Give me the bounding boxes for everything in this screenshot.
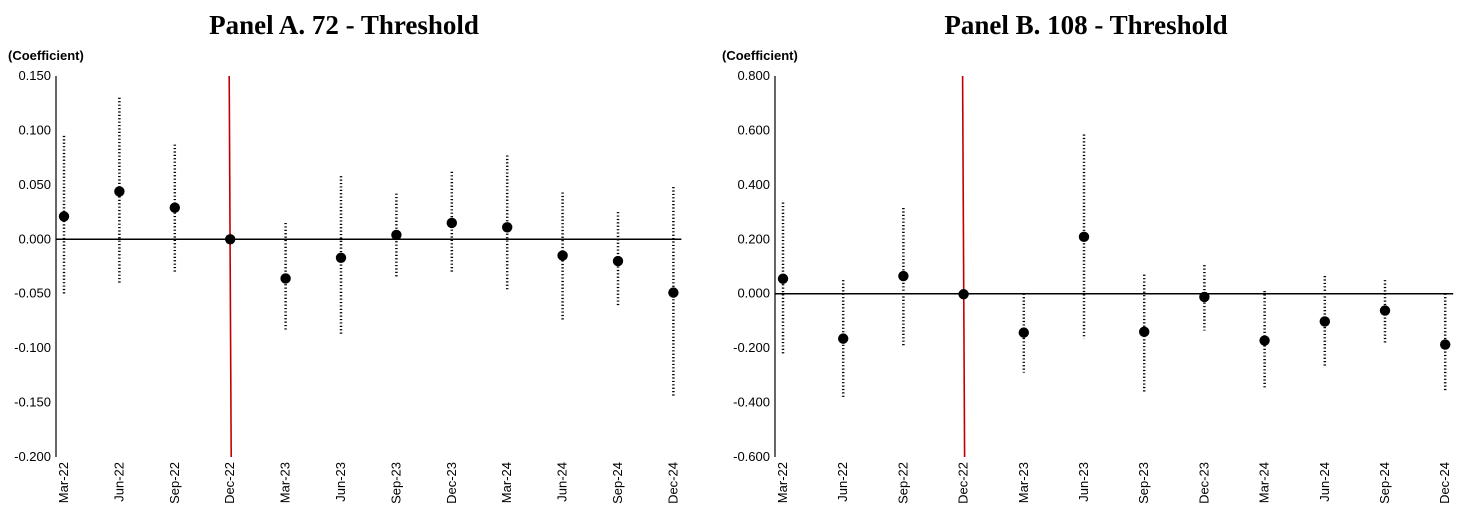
panel-b-point xyxy=(1379,305,1391,316)
panel-b: Panel B. 108 - Threshold (Coefficient) 0… xyxy=(722,10,1454,504)
panel-a-point xyxy=(668,287,679,298)
panel-a-point xyxy=(114,186,125,197)
panel-b-x-tick-label: Jun-22 xyxy=(835,462,850,502)
panel-a-x-tick-label: Sep-24 xyxy=(610,462,625,504)
panel-b-x-tick-label: Mar-24 xyxy=(1257,462,1272,503)
panel-b-y-tick-label: -0.400 xyxy=(733,395,770,410)
panel-a-x-tick-label: Sep-22 xyxy=(167,462,182,504)
panel-b-y-unit-label: (Coefficient) xyxy=(722,48,798,63)
panel-a-y-tick-label: -0.200 xyxy=(14,449,51,464)
panel-b-x-tick-label: Dec-23 xyxy=(1196,462,1211,504)
panel-b-point xyxy=(1440,339,1451,350)
panel-b-title: Panel B. 108 - Threshold xyxy=(944,10,1227,40)
panel-b-point xyxy=(1199,291,1210,303)
panel-a-x-tick-label: Sep-23 xyxy=(388,462,403,504)
panel-a-x-tick-label: Mar-22 xyxy=(56,462,71,503)
panel-a-y-tick-label: -0.100 xyxy=(14,340,51,355)
panel-a-point xyxy=(280,273,291,284)
panel-b-y-tick-label: 0.400 xyxy=(737,177,770,192)
panel-b-y-tick-label: 0.600 xyxy=(737,122,770,137)
panel-a-title: Panel A. 72 - Threshold xyxy=(209,10,479,40)
panel-a-y-tick-label: 0.150 xyxy=(18,68,51,83)
panel-b-x-tick-label: Jun-23 xyxy=(1076,462,1091,502)
panel-b-x-tick-label: Mar-22 xyxy=(775,462,790,503)
panel-a-point xyxy=(225,234,236,245)
panel-a-y-unit-label: (Coefficient) xyxy=(8,48,84,63)
panel-b-point xyxy=(1139,326,1150,338)
panel-a-x-tick-label: Dec-23 xyxy=(444,462,459,504)
panel-b-reference-line xyxy=(961,75,966,458)
panel-a-reference-line xyxy=(228,75,232,458)
panel-a-y-tick-label: 0.100 xyxy=(18,122,51,137)
panel-a-x-tick-label: Jun-22 xyxy=(111,462,126,502)
panel-b-y-tick-label: 0.000 xyxy=(737,286,770,301)
panel-b-x-tick-label: Dec-22 xyxy=(956,462,971,504)
panel-b-point xyxy=(1078,231,1090,243)
panel-a-x-tick-label: Mar-23 xyxy=(278,462,293,503)
panel-a-point xyxy=(502,222,513,233)
panel-b-y-tick-label: 0.800 xyxy=(737,68,770,83)
panel-b-x-tick-label: Jun-24 xyxy=(1317,462,1332,502)
panel-b-x-tick-label: Sep-24 xyxy=(1377,462,1392,504)
panel-b-point xyxy=(1259,335,1270,346)
panel-a-x-tick-label: Jun-23 xyxy=(333,462,348,502)
panel-b-x-tick-label: Mar-23 xyxy=(1016,462,1031,503)
panel-b-x-tick-label: Dec-24 xyxy=(1437,462,1452,504)
panel-b-point xyxy=(898,270,909,282)
panel-b-x-tick-label: Sep-22 xyxy=(895,462,910,504)
panel-a-point xyxy=(58,211,70,222)
panel-a-point xyxy=(557,250,568,261)
panel-a-point xyxy=(446,217,457,229)
panel-a-point xyxy=(169,202,180,213)
panel-a-y-tick-label: -0.050 xyxy=(14,286,51,301)
panel-b-point xyxy=(838,333,849,344)
panel-b-y-tick-label: 0.200 xyxy=(737,231,770,246)
panel-a-y-tick-label: -0.150 xyxy=(14,395,51,410)
panel-a-y-tick-label: 0.050 xyxy=(18,177,51,192)
panel-a-x-tick-label: Dec-22 xyxy=(222,462,237,504)
panel-a-point xyxy=(612,255,624,267)
panel-b-point xyxy=(958,289,969,300)
panel-b-x-tick-label: Sep-23 xyxy=(1136,462,1151,504)
panel-b-y-tick-label: -0.200 xyxy=(733,340,770,355)
panel-b-point xyxy=(1018,327,1029,338)
panel-a: Panel A. 72 - Threshold (Coefficient) 0.… xyxy=(8,10,682,504)
panel-a-y-tick-label: 0.000 xyxy=(18,231,51,246)
panel-a-point xyxy=(391,229,402,241)
panel-a-x-tick-label: Dec-24 xyxy=(665,462,680,504)
panel-b-point xyxy=(777,273,789,284)
panel-a-x-tick-label: Jun-24 xyxy=(555,462,570,502)
panel-b-point xyxy=(1319,316,1331,327)
panel-a-x-tick-label: Mar-24 xyxy=(499,462,514,503)
panel-a-point xyxy=(335,252,347,263)
panel-b-y-tick-label: -0.600 xyxy=(733,449,770,464)
